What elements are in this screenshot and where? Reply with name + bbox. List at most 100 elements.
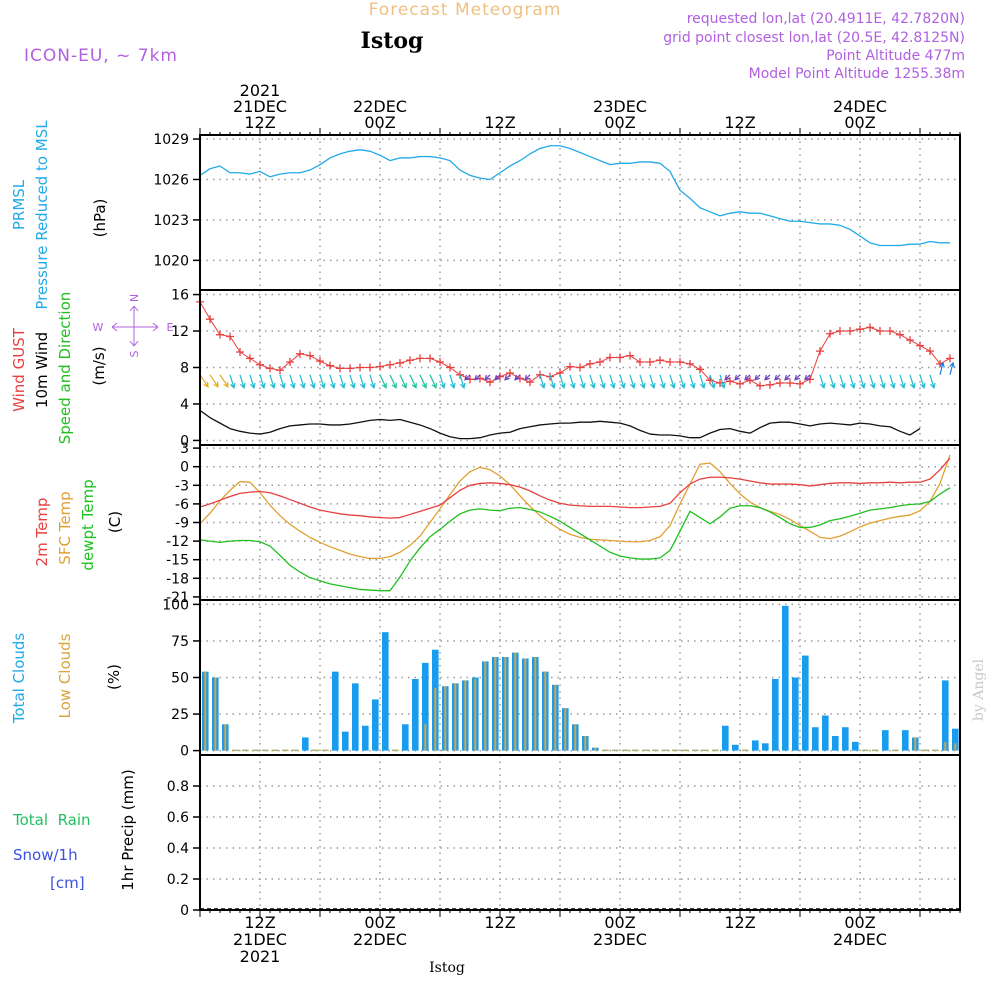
gust-point <box>566 362 574 371</box>
wind-direction-arrow-icon <box>309 374 316 389</box>
low-cloud-bar <box>554 684 557 751</box>
total-cloud-bar <box>952 728 959 751</box>
total-cloud-bar <box>922 749 929 752</box>
gust-point <box>926 347 934 356</box>
wind-direction-arrow-icon <box>539 374 546 389</box>
wind-direction-arrow-icon <box>929 374 936 389</box>
total-cloud-bar <box>712 749 719 752</box>
gust-point <box>376 362 384 371</box>
wind-direction-arrow-icon <box>349 374 356 389</box>
gust-point <box>396 358 404 367</box>
total-cloud-bar <box>702 749 709 752</box>
total-cloud-bar <box>412 678 419 751</box>
pressure-label-2: Pressure Reduced to MSL <box>33 120 51 310</box>
low-cloud-bar <box>424 724 427 751</box>
gust-point <box>876 327 884 336</box>
temp-ytick-label: -15 <box>166 553 189 569</box>
top-time-label: 00Z <box>364 113 395 132</box>
gust-point <box>286 358 294 367</box>
gust-point <box>746 376 754 385</box>
low-cloud-bar <box>204 671 207 751</box>
precip-label-rain: Total Rain <box>12 811 91 829</box>
total-cloud-bar <box>282 749 289 752</box>
gust-point <box>366 363 374 372</box>
wind-direction-arrow-icon <box>619 374 626 389</box>
temp-ytick-label: -18 <box>166 571 189 587</box>
gust-point <box>696 365 704 374</box>
total-cloud-bar <box>422 662 429 751</box>
wind-direction-arrow-icon <box>849 374 856 389</box>
low-cloud-bar <box>484 661 487 751</box>
temp-label-dewpt: dewpt Temp <box>79 479 97 570</box>
bottom-time-label: 22DEC <box>353 930 407 949</box>
total-cloud-bar <box>382 632 389 751</box>
total-cloud-bar <box>352 683 359 751</box>
precip-ytick-label: 0.6 <box>167 810 189 826</box>
model-name: ICON-EU, ~ 7km <box>24 46 178 66</box>
temp-ytick-label: 0 <box>180 460 189 476</box>
wind-direction-arrow-icon <box>629 374 636 389</box>
gust-point <box>356 363 364 372</box>
temp-frame <box>199 444 961 601</box>
precip-label-cm: [cm] <box>50 874 85 892</box>
gust-point <box>226 332 234 341</box>
clouds-ytick-label: 25 <box>171 707 189 723</box>
temp-ytick-label: -21 <box>166 590 189 606</box>
total-cloud-bar <box>362 725 369 751</box>
bottom-time-label: 00Z <box>364 913 395 932</box>
total-cloud-bar <box>782 605 789 751</box>
low-cloud-bar <box>584 735 587 751</box>
info-model-altitude: Model Point Altitude 1255.38m <box>749 66 965 82</box>
total-cloud-bar <box>332 671 339 751</box>
precip-ytick-label: 0.4 <box>167 841 189 857</box>
bottom-time-label: 21DEC <box>233 930 287 949</box>
top-time-label: 2021 <box>240 81 281 100</box>
total-cloud-bar <box>392 749 399 752</box>
wind-direction-arrow-icon <box>794 374 801 381</box>
gust-point <box>216 330 224 339</box>
total-cloud-bar <box>242 749 249 752</box>
gust-point <box>726 377 734 386</box>
wind-direction-arrow-icon <box>449 374 456 389</box>
top-time-label: 21DEC <box>233 97 287 116</box>
wind-label-gust: Wind GUST <box>10 327 28 412</box>
low-cloud-bar <box>224 724 227 751</box>
wind-direction-arrow-icon <box>724 374 731 381</box>
low-cloud-bar <box>914 737 917 751</box>
wind-direction-arrow-icon <box>889 374 896 389</box>
wind-direction-arrow-icon <box>474 374 481 381</box>
gust-point <box>336 364 344 373</box>
gust-point <box>476 374 484 383</box>
total-cloud-bar <box>892 749 899 752</box>
wind-direction-arrow-icon <box>329 374 336 389</box>
wind-label-speed-dir: Speed and Direction <box>56 292 74 445</box>
temp-unit: (C) <box>106 511 124 533</box>
wind-direction-arrow-icon <box>639 374 646 389</box>
total-cloud-bar <box>312 749 319 752</box>
clouds-ytick-label: 50 <box>171 671 189 687</box>
gust-point <box>206 315 214 324</box>
precip-frame <box>199 754 961 911</box>
low-cloud-bar <box>494 657 497 751</box>
total-cloud-bar <box>372 699 379 751</box>
temp-ytick-label: -9 <box>175 516 189 532</box>
gust-point <box>436 358 444 367</box>
bottom-time-label: 24DEC <box>833 930 887 949</box>
wind-direction-arrow-icon <box>209 374 219 388</box>
wind-direction-arrow-icon <box>239 374 246 389</box>
temp-label-2m: 2m Temp <box>33 498 51 567</box>
wind-direction-arrow-icon <box>289 374 296 389</box>
total-cloud-bar <box>292 749 299 752</box>
wind-ytick-label: 16 <box>171 288 189 304</box>
wind-direction-arrow-icon <box>784 374 791 381</box>
wind-direction-arrow-icon <box>649 374 656 389</box>
chart-title: Forecast Meteogram <box>369 0 562 20</box>
gust-point <box>656 356 664 365</box>
top-time-label: 12Z <box>244 113 275 132</box>
bottom-time-label: 12Z <box>724 913 755 932</box>
total-cloud-bar <box>602 749 609 752</box>
compass-e: E <box>167 321 174 334</box>
gust-point <box>866 323 874 332</box>
wind-direction-arrow-icon <box>699 374 706 389</box>
